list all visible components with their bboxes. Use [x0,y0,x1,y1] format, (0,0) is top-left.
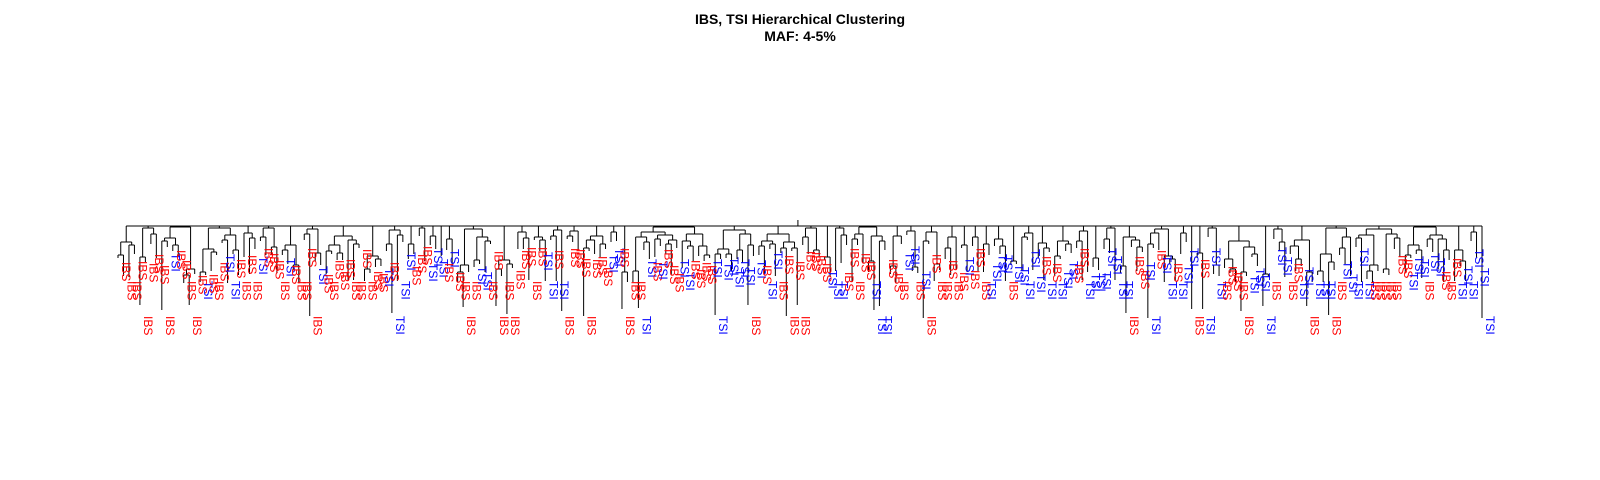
leaf-label-ibs: IBS [130,281,144,300]
leaf-label-tsi: TSI [1111,256,1125,275]
leaf-label-tsi: TSI [1357,248,1371,267]
leaf-label-ibs: IBS [853,281,867,300]
leaf-label-ibs: IBS [530,281,544,300]
leaf-label-ibs: IBS [387,262,401,281]
leaf-label-ibs: IBS [1127,316,1141,335]
leaf-label-ibs: IBS [491,251,505,270]
leaf-label-tsi: TSI [1483,316,1497,335]
leaf-label-ibs: IBS [634,281,648,300]
leaf-label-ibs: IBS [119,262,133,281]
leaf-label-ibs: IBS [1390,281,1404,300]
leaf-label-ibs: IBS [563,316,577,335]
leaf-label-ibs: IBS [617,248,631,267]
leaf-label-tsi: TSI [1182,265,1196,284]
leaf-label-ibs: IBS [623,316,637,335]
leaf-label-ibs: IBS [464,316,478,335]
leaf-label-ibs: IBS [552,250,566,269]
leaf-label-tsi: TSI [1176,281,1190,300]
leaf-label-tsi: TSI [1264,316,1278,335]
leaf-label-ibs: IBS [1269,281,1283,300]
leaf-label-ibs: IBS [305,248,319,267]
leaf-label-ibs: IBS [1423,281,1437,300]
leaf-label-tsi: TSI [448,249,462,268]
leaf-label-ibs: IBS [179,260,193,279]
leaf-label-tsi: TSI [1478,268,1492,287]
leaf-label-ibs: IBS [864,261,878,280]
leaf-label-ibs: IBS [141,316,155,335]
leaf-label-ibs: IBS [1078,248,1092,267]
leaf-label-tsi: TSI [869,281,883,300]
leaf-label-tsi: TSI [1209,248,1223,267]
leaf-label-ibs: IBS [897,281,911,300]
leaf-label-ibs: IBS [749,316,763,335]
leaf-label-tsi: TSI [639,316,653,335]
leaf-label-ibs: IBS [190,316,204,335]
leaf-label-tsi: TSI [1121,281,1135,300]
leaf-label-ibs: IBS [974,248,988,267]
leaf-label-tsi: TSI [880,316,894,335]
leaf-label-ibs: IBS [300,281,314,300]
leaf-label-ibs: IBS [930,254,944,273]
leaf-label-ibs: IBS [360,249,374,268]
leaf-label-ibs: IBS [924,316,938,335]
leaf-label-ibs: IBS [486,281,500,300]
leaf-label-tsi: TSI [985,281,999,300]
leaf-label-tsi: TSI [908,246,922,265]
leaf-label-ibs: IBS [508,316,522,335]
leaf-label-tsi: TSI [716,316,730,335]
leaf-label-ibs: IBS [163,316,177,335]
leaf-label-tsi: TSI [1149,316,1163,335]
leaf-label-ibs: IBS [344,259,358,278]
leaf-label-tsi: TSI [1472,249,1486,268]
leaf-label-ibs: IBS [1308,316,1322,335]
leaf-label-tsi: TSI [1204,316,1218,335]
leaf-label-ibs: IBS [212,281,226,300]
leaf-label-ibs: IBS [798,316,812,335]
leaf-label-ibs: IBS [1330,316,1344,335]
leaf-label-ibs: IBS [1242,316,1256,335]
leaf-label-tsi: TSI [919,271,933,290]
leaf-label-ibs: IBS [776,281,790,300]
leaf-label-ibs: IBS [311,316,325,335]
leaf-label-tsi: TSI [557,281,571,300]
leaf-label-ibs: IBS [513,270,527,289]
leaf-label-tsi: TSI [393,316,407,335]
leaf-label-ibs: IBS [250,281,264,300]
leaf-label-ibs: IBS [585,316,599,335]
